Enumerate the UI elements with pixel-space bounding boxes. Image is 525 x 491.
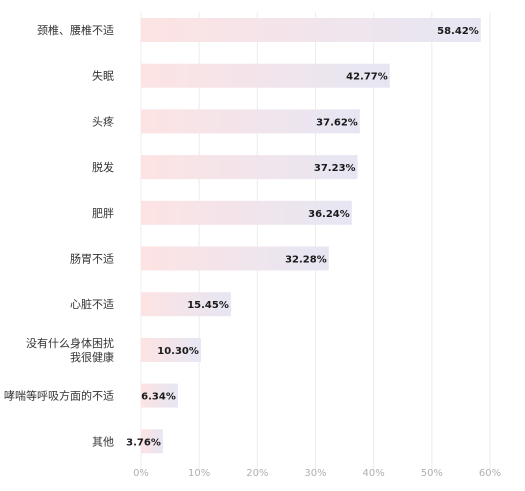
bar — [141, 383, 178, 408]
x-tick-label: 20% — [246, 468, 268, 479]
bar — [141, 200, 352, 225]
bar — [141, 155, 358, 180]
bar — [141, 109, 360, 134]
bar-value-label: 36.24% — [308, 209, 350, 220]
bar-value-label: 37.62% — [316, 117, 358, 128]
category-label: 我很健康 — [70, 350, 114, 364]
category-label: 肥胖 — [92, 207, 114, 220]
category-label: 哮喘等呼吸方面的不适 — [4, 389, 114, 403]
bar-value-label: 10.30% — [157, 346, 199, 357]
bar — [141, 63, 390, 88]
x-tick-label: 60% — [479, 468, 501, 479]
bar-value-label: 42.77% — [346, 72, 388, 83]
bar — [141, 246, 329, 271]
bar-value-label: 6.34% — [141, 392, 176, 403]
x-tick-label: 50% — [421, 468, 443, 479]
bar — [141, 429, 163, 454]
x-tick-label: 30% — [304, 468, 326, 479]
bar — [141, 337, 201, 362]
category-label: 颈椎、腰椎不适 — [37, 23, 114, 37]
bars — [141, 18, 481, 454]
bar-value-label: 15.45% — [187, 300, 229, 311]
category-label: 失眠 — [92, 70, 114, 83]
bar-value-label: 58.42% — [437, 26, 479, 37]
category-label: 心脏不适 — [70, 298, 114, 311]
bar — [141, 292, 231, 317]
bar — [141, 18, 481, 42]
x-tick-label: 10% — [188, 468, 210, 479]
labels: 0% 10% 20% 30% 40% 50% 60% 58.42% 颈椎、腰椎不适 42.77% 失… — [4, 23, 501, 479]
x-tick-label: 0% — [133, 468, 149, 479]
bar-value-label: 37.23% — [314, 163, 356, 174]
category-label: 没有什么身体困扰 — [26, 336, 114, 350]
grid-lines — [140, 12, 491, 475]
category-label: 头疼 — [92, 114, 114, 128]
category-label: 其他 — [92, 435, 114, 448]
x-tick-label: 40% — [363, 468, 385, 479]
category-label: 肠胃不适 — [70, 253, 114, 266]
category-label: 脱发 — [92, 160, 114, 174]
bar-value-label: 32.28% — [285, 255, 327, 266]
bar-value-label: 3.76% — [126, 437, 161, 448]
